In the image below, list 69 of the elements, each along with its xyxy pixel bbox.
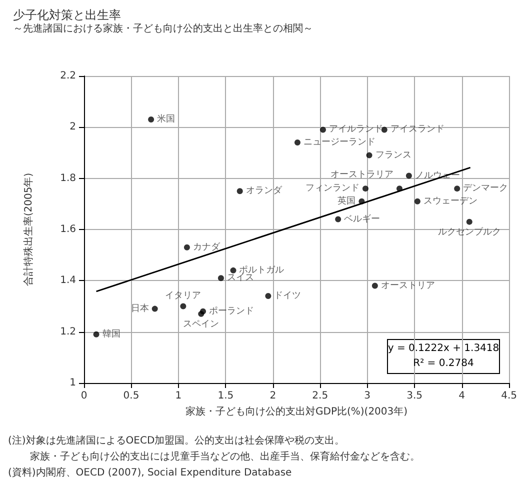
data-label: オーストラリア xyxy=(330,170,394,180)
annotation: y = 0.1222x + 1.3418 xyxy=(388,343,500,354)
data-label: スウェーデン xyxy=(423,196,478,206)
data-label: ニュージーランド xyxy=(303,138,376,148)
x-tick-label: 3.5 xyxy=(406,390,423,402)
point xyxy=(335,216,342,222)
data-label: ポルトガル xyxy=(239,265,284,276)
data-label: ルクセンブルク xyxy=(438,226,501,238)
data-label: カナダ xyxy=(192,241,221,252)
data-label: フランス xyxy=(375,150,412,160)
y-tick-label: 1.6 xyxy=(60,224,76,235)
y-tick-label: 1.4 xyxy=(60,275,76,286)
point xyxy=(362,186,368,192)
point xyxy=(265,293,272,300)
point xyxy=(184,244,190,250)
data-label: ベルギー xyxy=(344,213,380,224)
x-tick-label: 4.5 xyxy=(501,390,517,402)
x-tick-label: 3 xyxy=(364,390,371,402)
point xyxy=(180,303,186,310)
point xyxy=(218,275,224,282)
point xyxy=(406,172,412,179)
y-tick-label: 1 xyxy=(70,378,76,388)
annotation: R² = 0.2784 xyxy=(413,358,474,369)
data-label: アイスランド xyxy=(390,124,444,135)
text: 家族・子ども向け公的支出には児童手当などの他、出産手当、保育給付金などを含む。 xyxy=(30,450,420,462)
data-label: 韓国 xyxy=(102,328,120,340)
y-tick-label: 2.2 xyxy=(60,70,76,82)
point xyxy=(366,152,372,158)
data-label: 米国 xyxy=(157,113,176,124)
point xyxy=(198,310,204,317)
point xyxy=(454,186,460,192)
x-axis-title: 家族・子ども向け公的支出対GDP比(%)(2003年) xyxy=(186,406,408,418)
data-label: スペイン xyxy=(183,319,220,330)
data-label: アイルランド xyxy=(328,124,383,135)
data-label: ポーランド xyxy=(209,306,254,316)
y-axis-title: 合計特殊出生率(2005年) xyxy=(22,172,34,286)
x-tick-label: 0 xyxy=(80,390,88,402)
point xyxy=(93,331,100,338)
text: (資料)内閣府、OECD (2007), Social Expenditure Database xyxy=(8,466,292,478)
data-label: オランダ xyxy=(246,185,283,196)
data-label: オーストリア xyxy=(380,280,435,291)
x-tick-label: 2.5 xyxy=(312,390,328,402)
data-label: イタリア xyxy=(165,290,202,301)
data-label: 英国 xyxy=(338,195,356,206)
point xyxy=(294,140,300,146)
point xyxy=(230,267,236,274)
point xyxy=(152,306,158,312)
point xyxy=(236,188,243,194)
data-label: デンマーク xyxy=(463,184,508,194)
data-label: 日本 xyxy=(130,302,149,314)
x-tick-label: 0.5 xyxy=(123,390,140,402)
point xyxy=(372,282,378,289)
chart-subtitle: ～先進諸国における家族・子ども向け公的支出と出生率との相関～ xyxy=(13,22,313,34)
text: (注)対象は先進諸国によるOECD加盟国。公的支出は社会保障や税の支出。 xyxy=(8,434,345,446)
x-tick-label: 2 xyxy=(270,390,276,402)
point xyxy=(148,116,154,122)
data-label: ドイツ xyxy=(274,291,302,302)
point xyxy=(466,218,472,225)
y-tick-label: 1.2 xyxy=(60,326,76,338)
point xyxy=(320,126,326,133)
y-tick-label: 2 xyxy=(70,122,76,133)
y-tick-label: 1.8 xyxy=(60,172,76,184)
point xyxy=(414,198,420,204)
x-tick-label: 1 xyxy=(175,390,182,402)
x-tick-label: 1.5 xyxy=(218,390,234,402)
chart-title: 少子化対策と出生率 xyxy=(13,8,121,22)
data-label: スイス xyxy=(226,273,254,284)
x-tick-label: 4 xyxy=(458,390,466,402)
data-label: フィンランド xyxy=(305,184,360,194)
